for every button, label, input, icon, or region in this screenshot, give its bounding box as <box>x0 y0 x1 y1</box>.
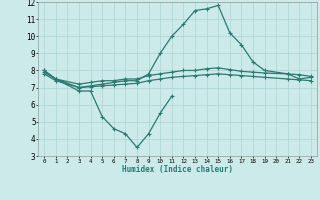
X-axis label: Humidex (Indice chaleur): Humidex (Indice chaleur) <box>122 165 233 174</box>
